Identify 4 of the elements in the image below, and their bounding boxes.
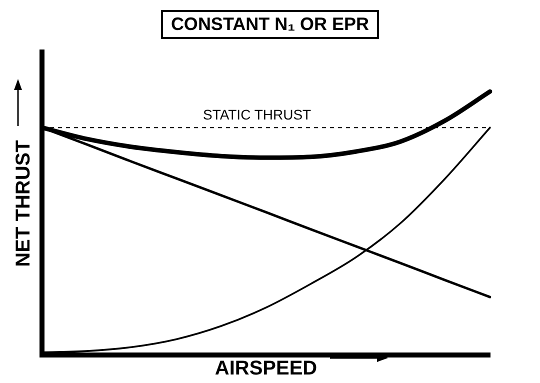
x-axis-title: AIRSPEED: [214, 358, 318, 380]
y-axis-title: NET THRUST: [12, 140, 35, 267]
ref-line-label: STATIC THRUST: [202, 106, 312, 122]
chart-title: CONSTANT N₁ OR EPR: [160, 10, 380, 39]
